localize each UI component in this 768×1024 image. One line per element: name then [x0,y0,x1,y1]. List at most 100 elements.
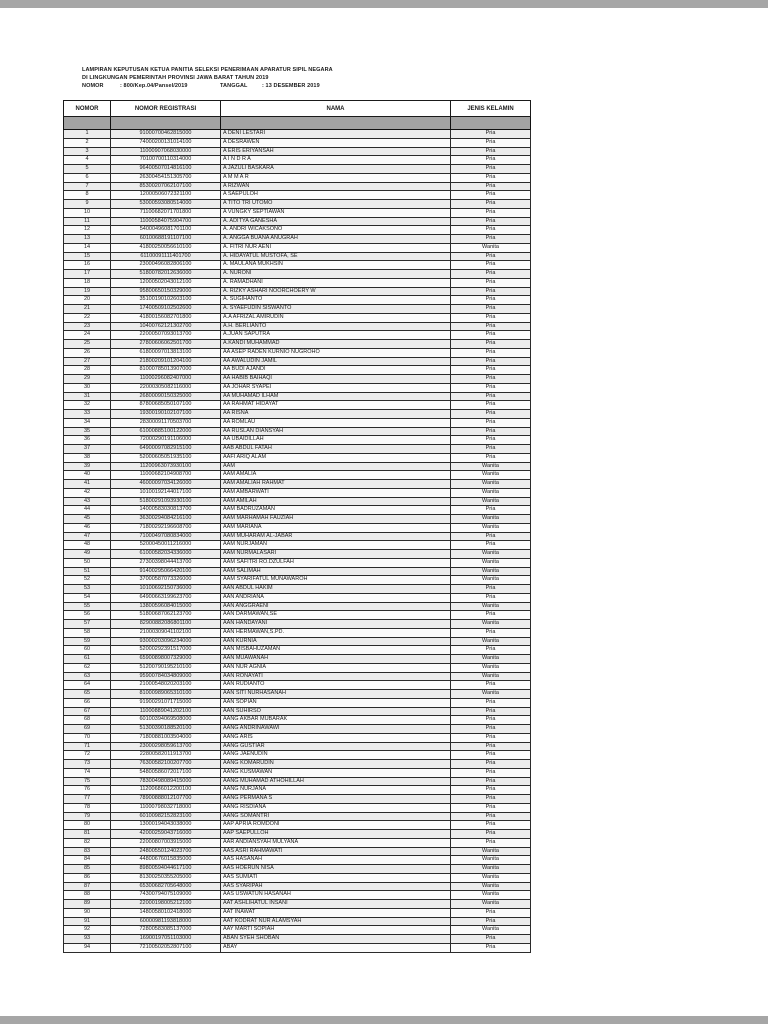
cell-registrasi: 44800676015835000 [110,855,221,865]
cell-nomor: 84 [63,855,111,865]
cell-registrasi: 22000807003915000 [110,837,221,848]
table-row: 16 23000496082806100 A. MAULANA MUKHSIN Pri… [63,260,531,270]
cell-nama: A. SYAEFUDIN SISWANTO [220,304,451,314]
cell-nama: A RIZWAN [220,181,451,192]
cell-jenis-kelamin: Pria [450,400,531,410]
cell-nomor: 28 [63,365,111,375]
table-row: 74 54800586072017100 AANG KUSMAWAN Pria [63,767,531,778]
table-row: 83 24800550124023700 AAS ASRI RAHMAWATI Wan… [63,846,531,857]
cell-registrasi: 74300794075109000 [110,890,221,900]
registration-table: NOMOR NOMOR REGISTRASI NAMA JENIS KELAMIN 1… [63,100,531,953]
cell-nomor: 21 [63,304,111,314]
cell-jenis-kelamin: Pria [450,321,531,332]
cell-jenis-kelamin: Pria [450,942,531,953]
cell-registrasi: 37000587073326000 [110,575,221,585]
cell-jenis-kelamin: Pria [450,627,531,638]
cell-jenis-kelamin: Pria [450,592,531,603]
cell-nama: A. FITRI NUR AENI [220,242,451,253]
table-row: 86 81300250355205000 AAS SUMIATI Wanita [63,872,531,883]
cell-nama: AANG RISDIANA [220,802,451,813]
cell-jenis-kelamin: Pria [450,916,531,927]
cell-nomor: 82 [63,837,111,848]
cell-registrasi: 35100190102603100 [110,295,221,305]
cell-jenis-kelamin: Pria [450,199,531,209]
cell-nomor: 23 [63,321,111,332]
table-row: 67 11000889041202100 AAN SUHIRSO Pria [63,706,531,717]
cell-registrasi: 72000290191106000 [110,435,221,445]
cell-nomor: 68 [63,715,111,725]
cell-registrasi: 51800782012636000 [110,269,221,279]
cell-nomor: 31 [63,391,111,402]
cell-nama: AA RAHMAT HIDAYAT [220,400,451,410]
cell-registrasi: 14800580102418000 [110,907,221,918]
cell-nomor: 87 [63,881,111,892]
cell-nomor: 8 [63,190,111,200]
cell-registrasi: 11000907068030000 [110,146,221,157]
cell-jenis-kelamin: Pria [450,767,531,778]
cell-nama: AA RUSLAN DIANSYAH [220,426,451,437]
cell-nama: A. SUGIHANTO [220,295,451,305]
table-row: 66 91900291071715000 AAN SOPIAN Pria [63,697,531,708]
cell-nomor: 73 [63,759,111,769]
cell-registrasi: 17400509102502600 [110,304,221,314]
cell-nomor: 86 [63,872,111,883]
cell-nama: A ERIS ERIYANSAH [220,146,451,157]
cell-jenis-kelamin: Wanita [450,654,531,664]
cell-nama: AAM MARIANA [220,522,451,533]
cell-registrasi: 13800596084015000 [110,601,221,612]
cell-nama: AAFI ARIQ ALAM [220,452,451,463]
cell-nomor: 30 [63,382,111,393]
cell-registrasi: 51800291093930100 [110,496,221,507]
table-row: 62 51200790195210100 AAN NUR AGNIA Wanita [63,662,531,673]
table-row: 27 21800209101204100 AA AWALUDIN JAMIL Pria [63,356,531,367]
cell-jenis-kelamin: Pria [450,251,531,262]
cell-registrasi: 42000259043716000 [110,829,221,839]
table-row: 17 51800782012636000 A. NURONI Pria [63,269,531,279]
cell-nama: AAN HERMAWAN,S.PD. [220,627,451,638]
cell-nama: AAN MISBAHUZAMAN [220,645,451,655]
cell-jenis-kelamin: Pria [450,269,531,279]
header-line-1: LAMPIRAN KEPUTUSAN KETUA PANITIA SELEKSI… [82,67,333,73]
table-row: 34 28300091170503700 AA ROMLAU Pria [63,417,531,428]
cell-registrasi: 22000198005212100 [110,899,221,909]
cell-nomor: 90 [63,907,111,918]
cell-nama: AAM SAFITRI RO.DZULFAH [220,557,451,568]
cell-registrasi: 65900898007329000 [110,654,221,664]
table-row: 28 81000785013907000 AA BUDI AJANDI Pria [63,365,531,375]
cell-jenis-kelamin: Pria [450,907,531,918]
table-row: 32 87800685050107100 AA RAHMAT HIDAYAT Pria [63,400,531,410]
cell-registrasi: 72100502052807100 [110,942,221,953]
cell-registrasi: 11000584075904700 [110,216,221,227]
table-row: 21 17400509102502600 A. SYAEFUDIN SISWANTO… [63,304,531,314]
cell-nama: AAT INAWAT [220,907,451,918]
cell-nama: AAS HASANAH [220,855,451,865]
cell-nama: AAM SALIMAH [220,566,451,577]
cell-jenis-kelamin: Wanita [450,557,531,568]
table-row: 36 72000290191106000 AA UBAIDILLAH Pria [63,435,531,445]
cell-nama: AAN RUDIANTO [220,680,451,690]
cell-nama: AAN ABDUL HAKIM [220,584,451,594]
cell-registrasi: 85300207062107100 [110,181,221,192]
cell-nama: AAY MARTI SOPIAH [220,925,451,935]
cell-nama: AA JOHAR SYAPEI [220,382,451,393]
cell-jenis-kelamin: Wanita [450,662,531,673]
separator-cell [220,116,451,130]
cell-nama: AAR ANDIANSYAH MULYANA [220,837,451,848]
tanggal-value: : 13 DESEMBER 2019 [262,83,320,89]
cell-registrasi: 27300398044413700 [110,557,221,568]
cell-registrasi: 11200686012200100 [110,785,221,795]
table-row: 31 26800090150325000 AA MUHAMAD ILHAM Pria [63,391,531,402]
cell-jenis-kelamin: Pria [450,137,531,148]
cell-nomor: 63 [63,671,111,682]
cell-nama: ABAN SYEH SHOBAN [220,934,451,944]
table-row: 76 11200686012200100 AANG NURJANA Pria [63,785,531,795]
cell-nomor: 48 [63,540,111,550]
cell-nomor: 1 [63,129,111,139]
cell-registrasi: 41800156082701800 [110,312,221,323]
cell-jenis-kelamin: Wanita [450,566,531,577]
cell-nama: AANG KUSMAWAN [220,767,451,778]
cell-jenis-kelamin: Pria [450,715,531,725]
cell-nama: A TITO TRI UTOMO [220,199,451,209]
cell-nomor: 16 [63,260,111,270]
cell-nomor: 24 [63,330,111,340]
